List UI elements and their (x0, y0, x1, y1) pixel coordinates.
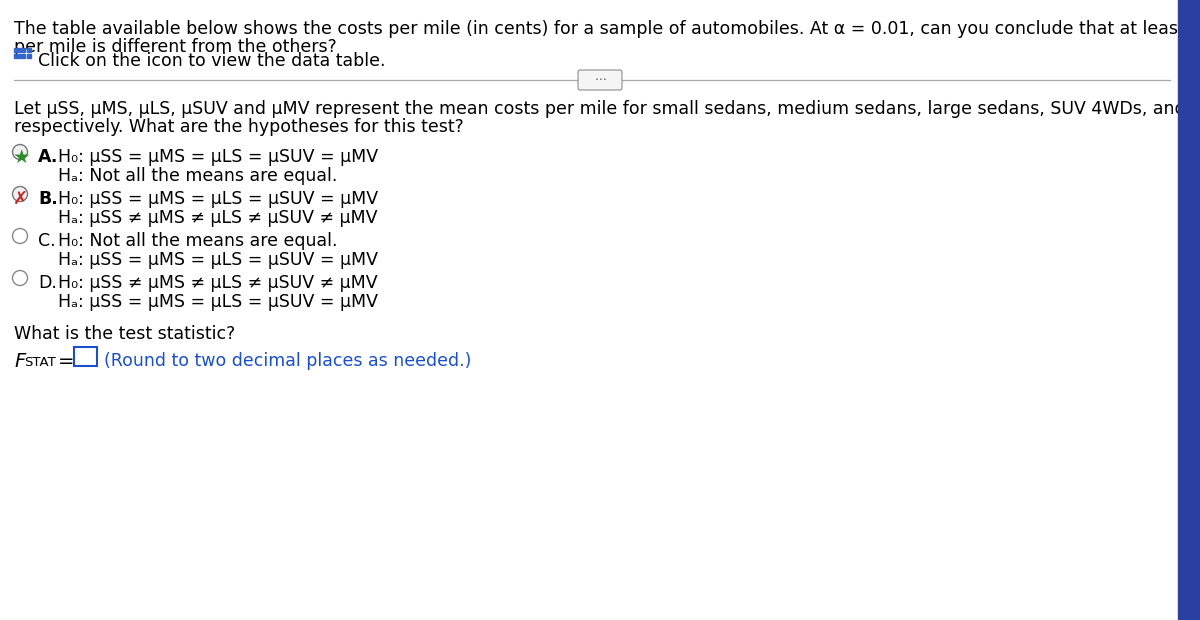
Text: H₀: Not all the means are equal.: H₀: Not all the means are equal. (58, 232, 337, 250)
FancyBboxPatch shape (73, 347, 96, 366)
Text: STAT: STAT (24, 356, 55, 369)
Text: Hₐ: μSS = μMS = μLS = μSUV = μMV: Hₐ: μSS = μMS = μLS = μSUV = μMV (58, 293, 378, 311)
Text: Click on the icon to view the data table.: Click on the icon to view the data table… (38, 52, 385, 70)
Text: ★: ★ (13, 148, 30, 167)
Text: H₀: μSS = μMS = μLS = μSUV = μMV: H₀: μSS = μMS = μLS = μSUV = μMV (58, 148, 378, 166)
Text: D.: D. (38, 274, 56, 292)
Text: ✗: ✗ (13, 190, 28, 208)
Text: The table available below shows the costs per mile (in cents) for a sample of au: The table available below shows the cost… (14, 20, 1200, 38)
Text: C.: C. (38, 232, 55, 250)
Text: Let μSS, μMS, μLS, μSUV and μMV represent the mean costs per mile for small seda: Let μSS, μMS, μLS, μSUV and μMV represen… (14, 100, 1200, 118)
Text: F: F (14, 352, 25, 371)
Circle shape (12, 187, 28, 202)
FancyBboxPatch shape (578, 70, 622, 90)
Text: ⋯: ⋯ (594, 74, 606, 87)
Text: per mile is different from the others?: per mile is different from the others? (14, 38, 337, 56)
Text: A.: A. (38, 148, 59, 166)
Bar (26, 54, 31, 58)
Text: Hₐ: Not all the means are equal.: Hₐ: Not all the means are equal. (58, 167, 337, 185)
Bar (1178, 0, 1200, 620)
Text: H₀: μSS ≠ μMS ≠ μLS ≠ μSUV ≠ μMV: H₀: μSS ≠ μMS ≠ μLS ≠ μSUV ≠ μMV (58, 274, 378, 292)
Text: H₀: μSS = μMS = μLS = μSUV = μMV: H₀: μSS = μMS = μLS = μSUV = μMV (58, 190, 378, 208)
Bar (14, 48, 18, 52)
Text: Hₐ: μSS ≠ μMS ≠ μLS ≠ μSUV ≠ μMV: Hₐ: μSS ≠ μMS ≠ μLS ≠ μSUV ≠ μMV (58, 209, 378, 227)
Text: (Round to two decimal places as needed.): (Round to two decimal places as needed.) (104, 352, 472, 370)
Circle shape (12, 144, 28, 159)
Text: respectively. What are the hypotheses for this test?: respectively. What are the hypotheses fo… (14, 118, 463, 136)
Bar (20, 48, 25, 52)
Bar (14, 54, 18, 58)
Bar (26, 48, 31, 52)
Text: B.: B. (38, 190, 58, 208)
Text: What is the test statistic?: What is the test statistic? (14, 325, 235, 343)
Bar (20, 54, 25, 58)
Text: =: = (58, 352, 74, 371)
Text: Hₐ: μSS = μMS = μLS = μSUV = μMV: Hₐ: μSS = μMS = μLS = μSUV = μMV (58, 251, 378, 269)
